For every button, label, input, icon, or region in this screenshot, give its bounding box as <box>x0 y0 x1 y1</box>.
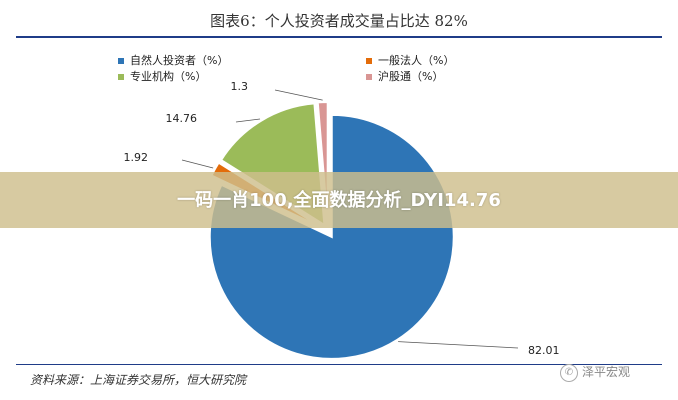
legend-swatch-northbound <box>366 74 372 80</box>
wechat-icon: ✆ <box>560 363 578 382</box>
watermark-banner-text: 一码一肖100,全面数据分析_DYI14.76 <box>177 190 501 211</box>
legend-swatch-natural-persons <box>118 58 124 64</box>
data-label-northbound: 1.3 <box>231 80 249 93</box>
chart-title: 图表6：个人投资者成交量占比达 82% <box>210 12 468 30</box>
legend-swatch-general-legal-persons <box>366 58 372 64</box>
legend-item-natural-persons: 自然人投资者（%） <box>118 52 228 68</box>
leader-line-natural-persons <box>398 341 519 349</box>
legend-label-northbound: 沪股通（%） <box>378 70 444 83</box>
leader-line-general-legal-persons <box>181 159 214 169</box>
title-rule <box>16 36 662 38</box>
legend-label-institutions: 专业机构（%） <box>130 70 207 83</box>
leader-line-institutions <box>235 118 261 123</box>
legend-swatch-institutions <box>118 74 124 80</box>
legend-item-general-legal-persons: 一般法人（%） <box>366 52 454 68</box>
data-label-institutions: 14.76 <box>166 112 198 125</box>
source-rule <box>16 364 662 365</box>
legend-item-institutions: 专业机构（%） <box>118 68 206 84</box>
legend-label-natural-persons: 自然人投资者（%） <box>130 54 229 67</box>
data-label-general-legal-persons: 1.92 <box>124 151 149 164</box>
data-label-natural-persons: 82.01 <box>528 344 560 357</box>
watermark-banner <box>0 172 678 228</box>
legend-label-general-legal-persons: 一般法人（%） <box>378 54 455 67</box>
leader-line-northbound <box>274 89 323 101</box>
source-note: 资料来源：上海证券交易所，恒大研究院 <box>30 373 247 387</box>
publisher-watermark: ✆ 泽平宏观 <box>560 363 630 382</box>
publisher-name: 泽平宏观 <box>582 365 631 379</box>
legend-item-northbound: 沪股通（%） <box>366 68 443 84</box>
